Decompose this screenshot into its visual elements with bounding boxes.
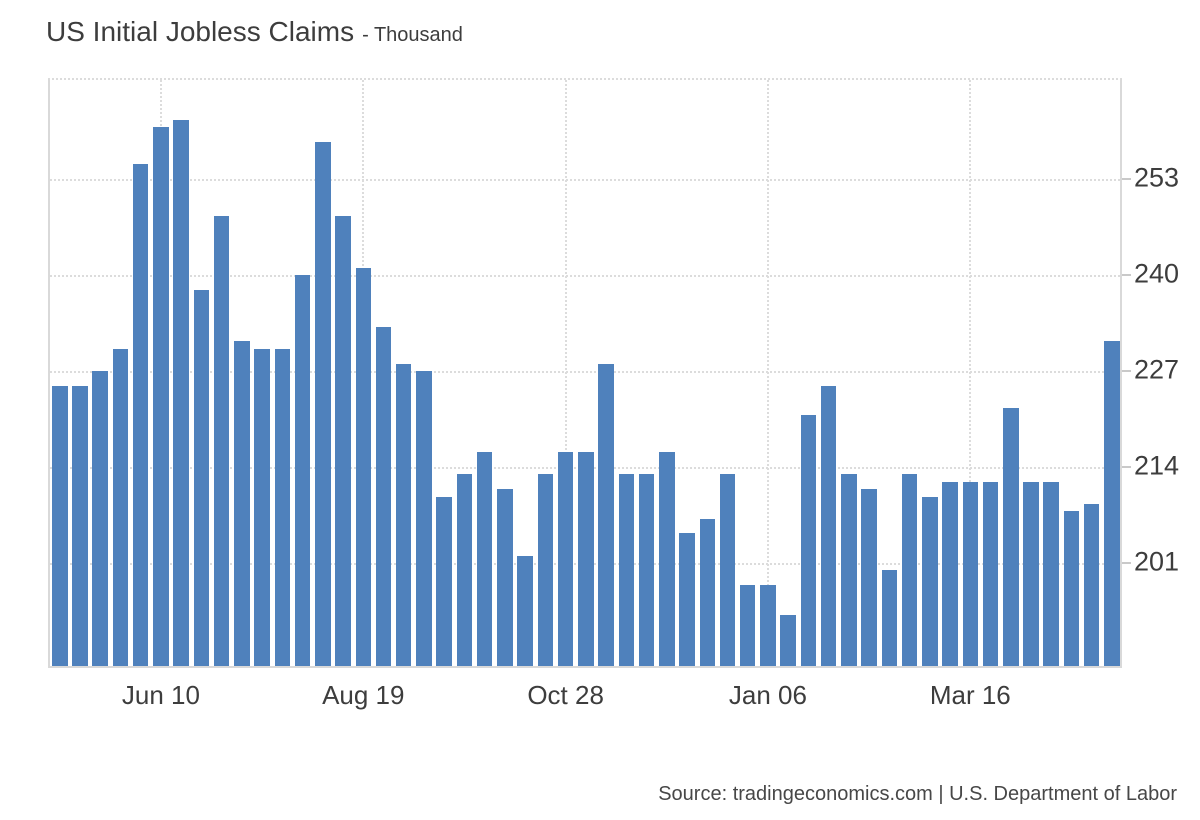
y-axis-label: 253 — [1134, 162, 1180, 193]
bar[interactable] — [1104, 341, 1120, 666]
bar[interactable] — [841, 474, 857, 666]
y-axis-tick — [1122, 274, 1131, 276]
bar[interactable] — [254, 348, 270, 666]
bar[interactable] — [315, 142, 331, 666]
bar[interactable] — [598, 363, 614, 666]
bar[interactable] — [659, 452, 675, 666]
y-axis-label: 227 — [1134, 354, 1180, 385]
y-axis-tick — [1122, 178, 1131, 180]
source-text: Source: tradingeconomics.com | U.S. Depa… — [658, 783, 1177, 805]
plot-area — [48, 78, 1122, 668]
bar[interactable] — [274, 348, 291, 666]
x-axis-label: Mar 16 — [929, 680, 1011, 710]
bar[interactable] — [436, 496, 452, 666]
bar[interactable] — [760, 585, 776, 666]
bar[interactable] — [153, 127, 169, 666]
bar[interactable] — [456, 474, 473, 666]
bar[interactable] — [173, 119, 189, 666]
bar[interactable] — [800, 415, 817, 666]
bar[interactable] — [517, 555, 533, 666]
bar[interactable] — [922, 496, 938, 666]
y-axis-tick — [1122, 562, 1131, 564]
bar[interactable] — [1023, 481, 1039, 666]
bar[interactable] — [557, 452, 574, 666]
bar[interactable] — [1063, 511, 1080, 666]
bar[interactable] — [132, 164, 149, 666]
bar[interactable] — [739, 585, 756, 666]
bar[interactable] — [861, 489, 877, 666]
bar[interactable] — [719, 474, 736, 666]
bar[interactable] — [881, 570, 898, 666]
bar[interactable] — [213, 215, 230, 666]
v-gridline — [766, 80, 769, 666]
h-gridline — [50, 275, 1120, 277]
bar[interactable] — [193, 289, 210, 666]
bar[interactable] — [375, 326, 392, 666]
chart-title: US Initial Jobless Claims — [46, 16, 355, 47]
y-axis-label: 214 — [1134, 450, 1180, 481]
bar[interactable] — [537, 474, 554, 666]
bar[interactable] — [416, 371, 432, 666]
y-axis-tick — [1122, 466, 1131, 468]
chart-header: US Initial Jobless Claims - Thousand — [46, 16, 463, 48]
bar[interactable] — [1003, 407, 1019, 666]
bar[interactable] — [476, 452, 493, 666]
h-gridline — [50, 179, 1120, 181]
y-axis-label: 240 — [1134, 258, 1180, 289]
bar[interactable] — [780, 614, 796, 666]
bar[interactable] — [72, 385, 88, 666]
bar[interactable] — [679, 533, 695, 666]
chart-subtitle: - Thousand — [362, 24, 463, 46]
bar[interactable] — [355, 267, 372, 666]
y-axis: 253 240 227 214 201 — [1122, 80, 1200, 666]
v-gridline — [969, 80, 972, 666]
bar[interactable] — [618, 474, 635, 666]
bar[interactable] — [92, 371, 108, 666]
bar[interactable] — [699, 518, 715, 666]
bar[interactable] — [1083, 503, 1100, 666]
x-axis-label: Jan 06 — [728, 680, 807, 710]
bar[interactable] — [395, 363, 412, 666]
bar[interactable] — [820, 385, 837, 666]
bar[interactable] — [638, 474, 655, 666]
bar[interactable] — [112, 348, 129, 666]
x-axis-label: Aug 19 — [322, 680, 405, 710]
bar[interactable] — [335, 215, 351, 666]
bar[interactable] — [234, 341, 250, 666]
bar[interactable] — [1043, 481, 1059, 666]
bar[interactable] — [962, 481, 979, 666]
x-axis-label: Oct 28 — [527, 680, 604, 710]
bar[interactable] — [294, 275, 311, 666]
bar[interactable] — [578, 452, 594, 666]
y-axis-label: 201 — [1134, 546, 1180, 577]
x-axis: Jun 10 Aug 19 Oct 28 Jan 06 Mar 16 — [50, 672, 1120, 712]
v-gridline — [564, 80, 567, 666]
y-axis-tick — [1122, 370, 1131, 372]
bar[interactable] — [942, 481, 958, 666]
x-axis-label: Jun 10 — [121, 680, 200, 710]
h-gridline — [50, 371, 1120, 373]
bar[interactable] — [497, 489, 513, 666]
bar[interactable] — [901, 474, 918, 666]
bar[interactable] — [982, 481, 999, 666]
bar[interactable] — [52, 385, 68, 666]
